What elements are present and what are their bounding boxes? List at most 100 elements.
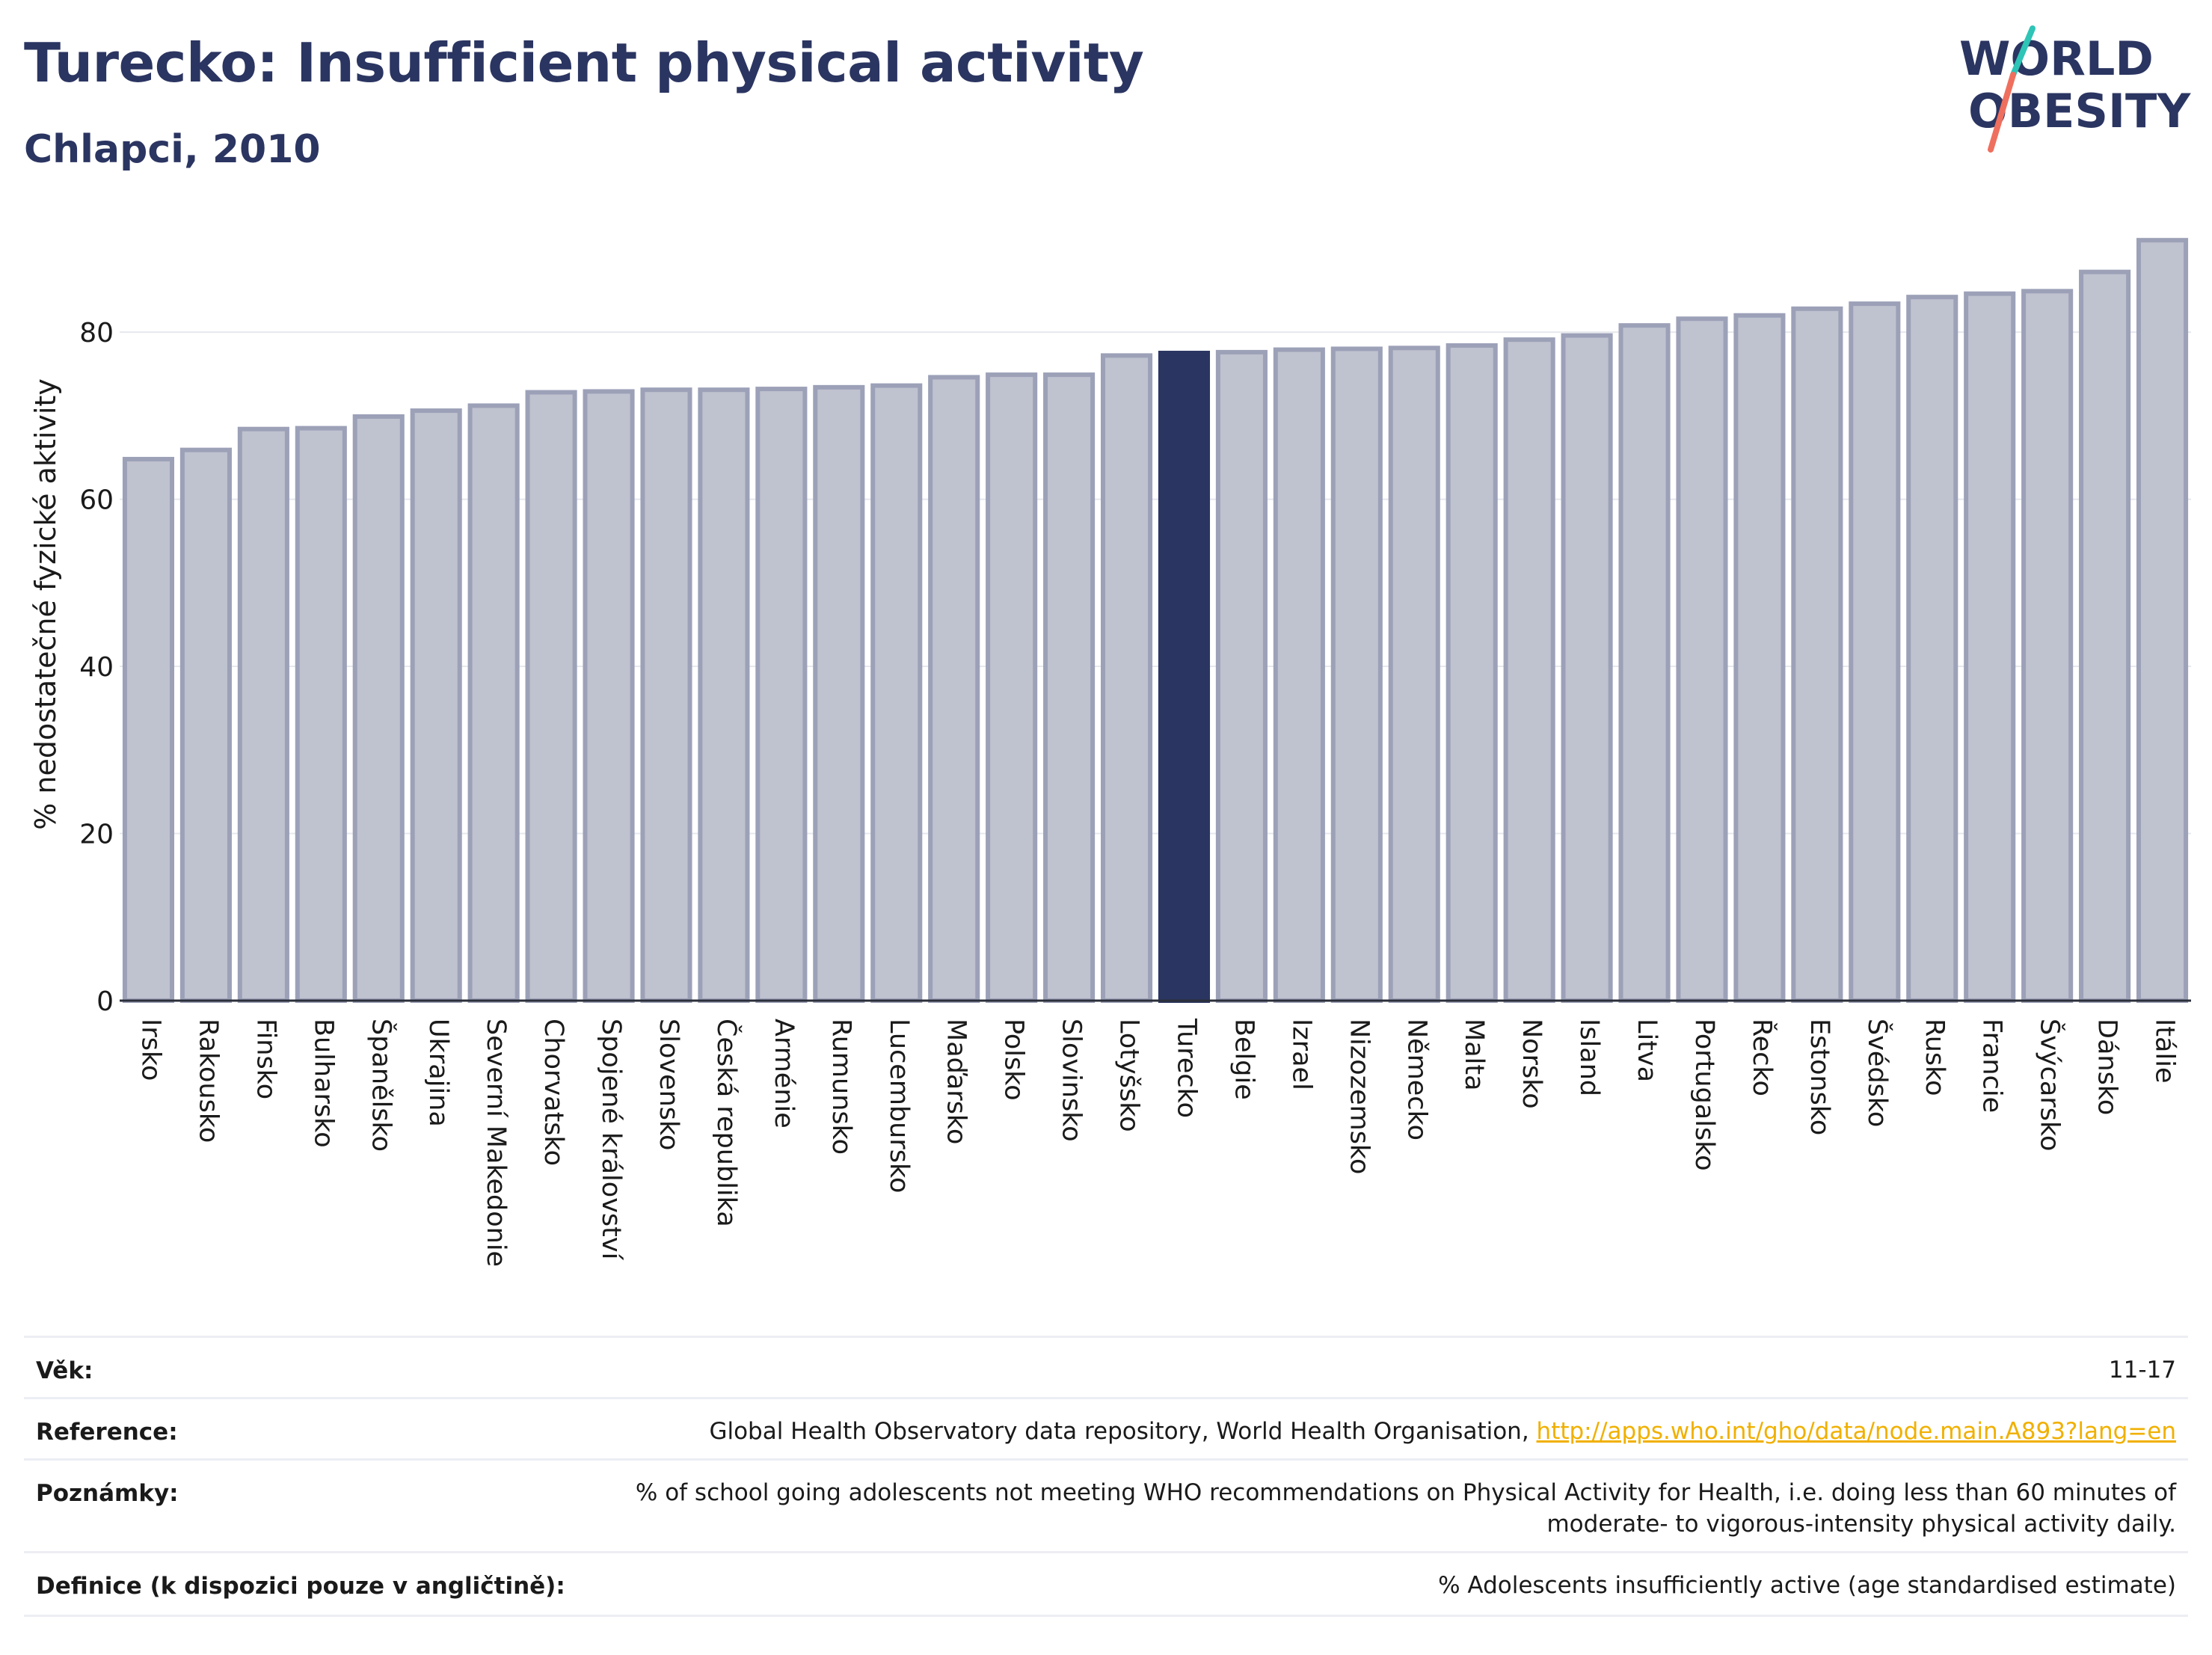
x-tick-label: Lucembursko [884, 1019, 914, 1193]
info-table: Věk: 11-17 Reference: Global Health Obse… [24, 1336, 2188, 1620]
age-label: Věk: [36, 1357, 93, 1384]
x-tick-label: Malta [1459, 1019, 1489, 1091]
x-tick-label: Česká republika [711, 1019, 743, 1227]
bar [986, 372, 1038, 1003]
bar [2021, 289, 2074, 1003]
x-tick-label: Estonsko [1804, 1019, 1834, 1135]
x-tick-label: Španělsko [366, 1019, 397, 1152]
page-title: Turecko: Insufficient physical activity [24, 31, 1144, 94]
x-tick-label: Švédsko [1862, 1019, 1893, 1127]
bar [1733, 313, 1786, 1003]
bar [1446, 343, 1498, 1003]
x-tick-label: Rusko [1920, 1019, 1950, 1096]
bar [1330, 346, 1383, 1004]
x-tick-label: Island [1574, 1019, 1604, 1096]
x-tick-label: Portugalsko [1689, 1019, 1719, 1171]
info-row-age: Věk: 11-17 [24, 1336, 2188, 1398]
y-tick-label: 40 [79, 652, 114, 683]
world-obesity-logo: WORLD OBESITY [1944, 22, 2199, 157]
info-row-reference: Reference: Global Health Observatory dat… [24, 1397, 2188, 1459]
bar [698, 387, 750, 1003]
bar [1906, 295, 1958, 1004]
reference-value: Global Health Observatory data repositor… [709, 1416, 2176, 1447]
x-tick-label: Irsko [135, 1019, 165, 1081]
x-tick-label: Bulharsko [308, 1019, 338, 1148]
x-tick-label: Rakousko [193, 1019, 223, 1143]
x-tick-label: Finsko [251, 1019, 280, 1099]
bar [1043, 372, 1096, 1003]
grid-lines [120, 331, 2191, 835]
bar [352, 414, 405, 1003]
x-tick-label: Dánsko [2092, 1019, 2122, 1115]
logo-slash-teal [2010, 25, 2036, 78]
bar [122, 456, 175, 1003]
logo-text-world: WORLD [1959, 31, 2154, 86]
x-tick-label: Izrael [1286, 1019, 1316, 1090]
x-tick-label: Ukrajina [423, 1019, 453, 1127]
bar [1503, 337, 1555, 1003]
y-tick-label: 80 [79, 318, 114, 348]
x-tick-label: Chorvatsko [538, 1019, 568, 1166]
bar [2079, 269, 2131, 1004]
age-value: 11-17 [2108, 1357, 2176, 1384]
logo-slash-coral [1988, 72, 2016, 153]
notes-value: % of school going adolescents not meetin… [636, 1477, 2176, 1540]
x-tick-label: Francie [1977, 1019, 2007, 1113]
bar [1849, 301, 1901, 1003]
bar [295, 426, 347, 1003]
bar [1273, 347, 1325, 1003]
bar [583, 389, 635, 1003]
x-tick-label: Švýcarsko [2035, 1019, 2066, 1151]
x-tick-label: Nizozemsko [1344, 1019, 1374, 1174]
bar [237, 426, 289, 1003]
reference-text: Global Health Observatory data repositor… [709, 1418, 1537, 1445]
bar [410, 408, 462, 1003]
bar [179, 447, 232, 1003]
bar-highlight [1158, 351, 1211, 1003]
x-tick-label: Slovinsko [1057, 1019, 1087, 1142]
x-tick-label: Itálie [2150, 1019, 2180, 1083]
x-tick-label: Severní Makedonie [481, 1019, 511, 1267]
x-tick-label: Turecko [1171, 1018, 1201, 1118]
bar [1100, 353, 1153, 1003]
y-tick-label: 20 [79, 820, 114, 850]
bar [1791, 306, 1843, 1003]
page-subtitle: Chlapci, 2010 [24, 127, 321, 172]
x-tick-label: Německo [1401, 1019, 1431, 1140]
bar [2136, 238, 2189, 1004]
x-ticks: Irsko Rakousko Finsko Bulharsko Španělsko Ukr… [135, 1018, 2179, 1267]
bar [1215, 349, 1268, 1003]
x-tick-label: Řecko [1747, 1019, 1778, 1096]
bar [870, 383, 923, 1003]
definition-label: Definice (k dispozici pouze v angličtině… [36, 1573, 565, 1600]
definition-value: % Adolescents insufficiently active (age… [1438, 1572, 2176, 1599]
y-tick-label: 60 [79, 485, 114, 516]
x-tick-label: Spojené království [596, 1019, 626, 1261]
bar-chart: 0 20 40 60 80 Irsko Rakousko Finsko Bulharsko Šp… [29, 238, 2191, 1267]
notes-line-1: % of school going adolescents not meetin… [635, 1479, 2176, 1506]
bar [1561, 333, 1613, 1003]
x-tick-label: Arménie [769, 1019, 799, 1129]
x-tick-label: Litva [1632, 1019, 1662, 1082]
x-tick-label: Norsko [1517, 1019, 1546, 1109]
notes-line-2: moderate- to vigorous-intensity physical… [1546, 1511, 2176, 1538]
bar [928, 375, 980, 1003]
notes-label: Poznámky: [36, 1480, 179, 1507]
bar [640, 387, 692, 1003]
bar [525, 390, 577, 1003]
x-tick-label: Belgie [1229, 1019, 1259, 1100]
bar [1676, 316, 1728, 1004]
y-axis-label: % nedostatečné fyzické aktivity [29, 378, 62, 830]
bar [1388, 346, 1440, 1003]
reference-link[interactable]: http://apps.who.int/gho/data/node.main.A… [1536, 1418, 2176, 1445]
x-tick-label: Polsko [999, 1019, 1029, 1101]
y-ticks: 0 20 40 60 80 [79, 318, 114, 1017]
x-tick-label: Slovensko [654, 1019, 683, 1150]
x-tick-label: Rumunsko [826, 1019, 856, 1155]
info-row-notes: Poznámky: % of school going adolescents … [24, 1458, 2188, 1552]
y-tick-label: 0 [96, 986, 114, 1017]
x-tick-label: Lotyšsko [1114, 1019, 1144, 1132]
bar [813, 384, 865, 1003]
bars [122, 238, 2189, 1004]
bar [467, 403, 520, 1003]
